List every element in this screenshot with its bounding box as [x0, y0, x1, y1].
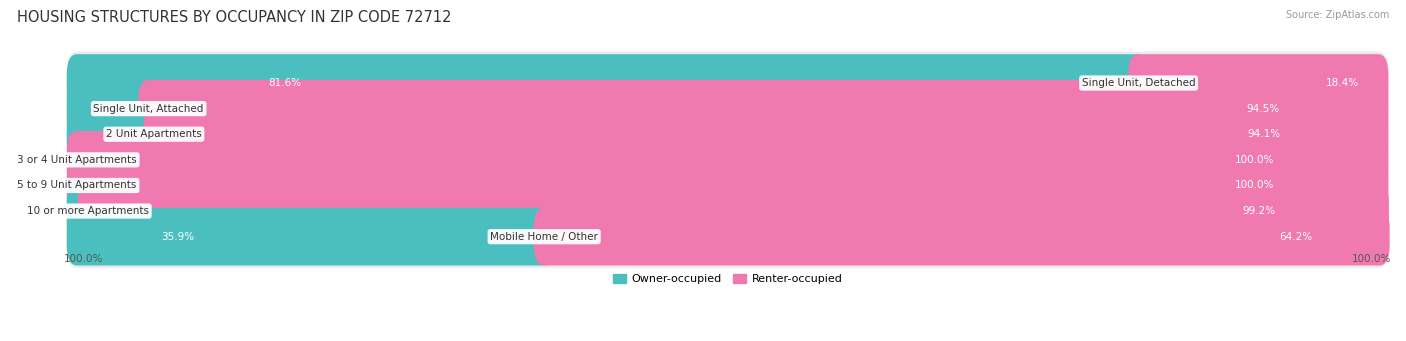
- Text: Source: ZipAtlas.com: Source: ZipAtlas.com: [1285, 10, 1389, 20]
- FancyBboxPatch shape: [66, 51, 1388, 114]
- FancyBboxPatch shape: [66, 131, 1388, 189]
- Text: 99.2%: 99.2%: [1241, 206, 1275, 216]
- FancyBboxPatch shape: [66, 80, 159, 137]
- Text: 100.0%: 100.0%: [1234, 155, 1274, 165]
- Text: 35.9%: 35.9%: [162, 232, 194, 242]
- Text: 2 Unit Apartments: 2 Unit Apartments: [105, 129, 202, 139]
- Text: 100.0%: 100.0%: [1351, 254, 1391, 264]
- FancyBboxPatch shape: [534, 208, 1389, 266]
- FancyBboxPatch shape: [66, 154, 1388, 217]
- Text: Single Unit, Detached: Single Unit, Detached: [1081, 78, 1195, 88]
- FancyBboxPatch shape: [66, 157, 1388, 214]
- FancyBboxPatch shape: [66, 180, 1388, 242]
- Text: 5 to 9 Unit Apartments: 5 to 9 Unit Apartments: [17, 180, 136, 191]
- Legend: Owner-occupied, Renter-occupied: Owner-occupied, Renter-occupied: [609, 270, 846, 289]
- Text: Single Unit, Attached: Single Unit, Attached: [93, 104, 204, 114]
- Text: 0.84%: 0.84%: [35, 206, 69, 216]
- FancyBboxPatch shape: [66, 205, 1388, 268]
- Text: 94.5%: 94.5%: [1247, 104, 1279, 114]
- Text: 100.0%: 100.0%: [65, 254, 104, 264]
- FancyBboxPatch shape: [66, 77, 1388, 140]
- FancyBboxPatch shape: [66, 105, 165, 163]
- FancyBboxPatch shape: [143, 105, 1388, 163]
- FancyBboxPatch shape: [66, 182, 98, 240]
- Text: 0.0%: 0.0%: [58, 180, 83, 191]
- Text: 5.5%: 5.5%: [103, 104, 129, 114]
- Text: HOUSING STRUCTURES BY OCCUPANCY IN ZIP CODE 72712: HOUSING STRUCTURES BY OCCUPANCY IN ZIP C…: [17, 10, 451, 25]
- Text: 81.6%: 81.6%: [269, 78, 301, 88]
- Text: 100.0%: 100.0%: [1234, 180, 1274, 191]
- Text: 0.0%: 0.0%: [58, 155, 83, 165]
- Text: 64.2%: 64.2%: [1279, 232, 1312, 242]
- FancyBboxPatch shape: [66, 54, 1149, 112]
- Text: Mobile Home / Other: Mobile Home / Other: [491, 232, 598, 242]
- Text: 94.1%: 94.1%: [1247, 129, 1279, 139]
- FancyBboxPatch shape: [77, 182, 1389, 240]
- FancyBboxPatch shape: [66, 103, 1388, 166]
- Text: 10 or more Apartments: 10 or more Apartments: [27, 206, 149, 216]
- FancyBboxPatch shape: [66, 129, 1388, 191]
- Text: 3 or 4 Unit Apartments: 3 or 4 Unit Apartments: [17, 155, 136, 165]
- FancyBboxPatch shape: [138, 80, 1388, 137]
- Text: 18.4%: 18.4%: [1326, 78, 1358, 88]
- FancyBboxPatch shape: [1128, 54, 1388, 112]
- FancyBboxPatch shape: [66, 208, 554, 266]
- Text: 5.9%: 5.9%: [108, 129, 135, 139]
